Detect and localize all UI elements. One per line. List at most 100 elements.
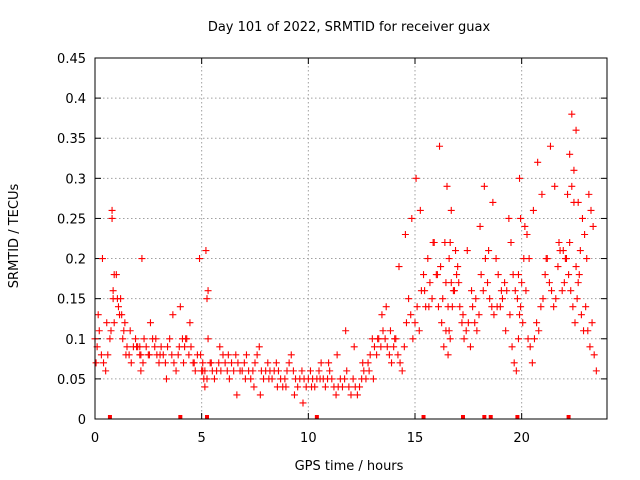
data-point — [136, 343, 144, 351]
data-point — [119, 335, 127, 343]
data-point — [238, 367, 246, 375]
data-point — [534, 158, 542, 166]
data-point — [558, 287, 566, 295]
data-point — [169, 311, 177, 319]
data-point — [225, 375, 233, 383]
data-point — [551, 182, 559, 190]
data-point — [223, 367, 231, 375]
data-point — [587, 206, 595, 214]
data-point — [232, 351, 240, 359]
data-point — [490, 311, 498, 319]
data-point — [395, 263, 403, 271]
data-point — [541, 271, 549, 279]
data-point — [282, 383, 290, 391]
data-point — [326, 367, 334, 375]
data-point — [481, 255, 489, 263]
data-point — [174, 351, 182, 359]
data-point — [242, 351, 250, 359]
data-point — [453, 271, 461, 279]
data-point — [230, 367, 238, 375]
data-point — [97, 351, 105, 359]
axis-marker — [461, 415, 465, 419]
data-point — [586, 343, 594, 351]
data-point — [444, 303, 452, 311]
data-point — [272, 359, 280, 367]
data-point — [529, 206, 537, 214]
data-point — [202, 247, 210, 255]
data-point — [561, 255, 569, 263]
data-point — [508, 343, 516, 351]
axis-marker — [515, 415, 520, 419]
data-point — [517, 303, 525, 311]
data-point — [550, 303, 558, 311]
data-point — [386, 327, 394, 335]
data-point — [443, 182, 451, 190]
data-point — [442, 279, 450, 287]
data-point — [555, 239, 563, 247]
data-point — [582, 303, 590, 311]
data-point — [577, 311, 585, 319]
data-point — [471, 319, 479, 327]
data-point — [398, 367, 406, 375]
data-point — [161, 359, 169, 367]
data-point — [514, 335, 522, 343]
data-point — [164, 343, 172, 351]
data-point — [583, 255, 591, 263]
data-point — [498, 295, 506, 303]
data-point — [338, 383, 346, 391]
data-point — [356, 383, 364, 391]
data-point — [95, 327, 103, 335]
data-point — [489, 198, 497, 206]
data-point — [299, 399, 307, 407]
data-point — [308, 383, 316, 391]
data-point — [155, 359, 163, 367]
y-tick-label: 0.35 — [57, 132, 86, 147]
data-point — [120, 327, 128, 335]
data-point — [328, 375, 336, 383]
data-point — [283, 367, 291, 375]
data-point — [139, 359, 147, 367]
data-point — [215, 359, 223, 367]
data-point — [559, 247, 567, 255]
data-point — [365, 367, 373, 375]
data-point — [176, 303, 184, 311]
data-point — [381, 335, 389, 343]
data-point — [519, 319, 527, 327]
axis-marker — [107, 415, 112, 419]
data-point — [349, 375, 357, 383]
data-point — [217, 367, 225, 375]
data-point — [460, 335, 468, 343]
data-point — [316, 375, 324, 383]
data-point — [477, 271, 485, 279]
data-point — [567, 287, 575, 295]
data-point — [201, 383, 209, 391]
data-point — [108, 214, 116, 222]
data-point-layer — [91, 110, 600, 407]
data-point — [396, 359, 404, 367]
grid-layer — [95, 58, 607, 419]
data-point — [394, 351, 402, 359]
data-point — [438, 319, 446, 327]
data-point — [197, 351, 205, 359]
data-point — [447, 206, 455, 214]
data-point — [190, 359, 198, 367]
axis-marker — [482, 415, 487, 419]
data-point — [121, 319, 129, 327]
data-point — [122, 351, 130, 359]
data-point — [180, 359, 188, 367]
axis-marker — [205, 415, 209, 419]
data-point — [382, 303, 390, 311]
data-point — [264, 359, 272, 367]
data-point — [400, 343, 408, 351]
data-point — [424, 255, 432, 263]
data-point — [568, 110, 576, 118]
data-point — [126, 327, 134, 335]
data-point — [428, 295, 436, 303]
data-point — [568, 182, 576, 190]
data-point — [140, 335, 148, 343]
data-point — [123, 343, 131, 351]
data-point — [517, 214, 525, 222]
data-point — [501, 279, 509, 287]
data-point — [455, 279, 463, 287]
data-point — [450, 287, 458, 295]
